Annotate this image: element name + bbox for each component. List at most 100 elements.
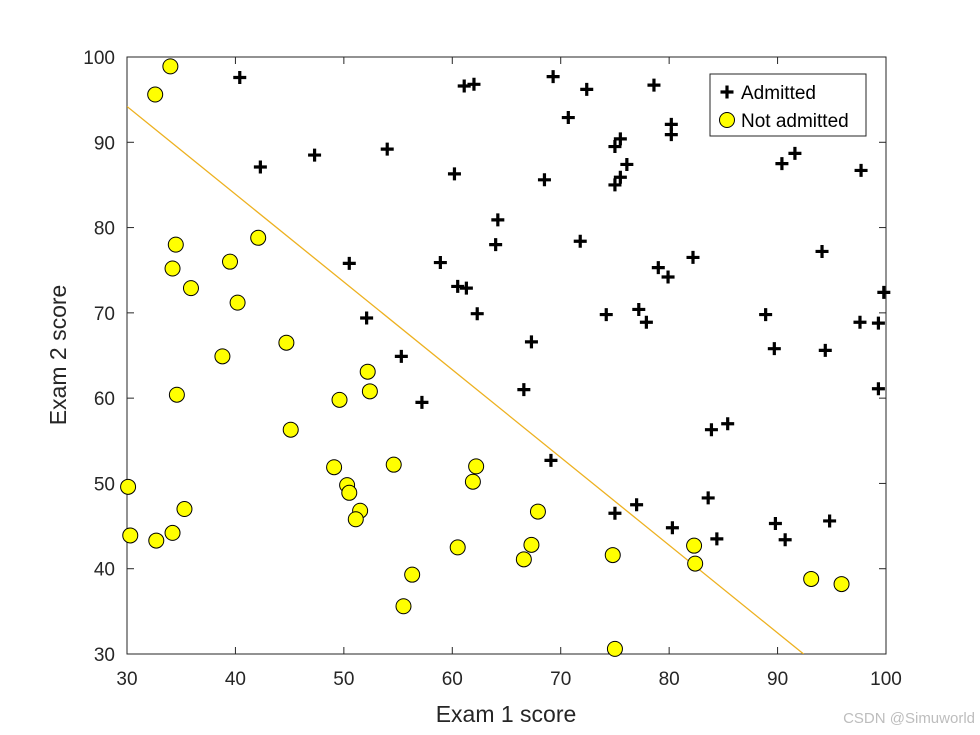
y-tick-label: 40 bbox=[94, 560, 115, 581]
admitted-point bbox=[639, 315, 653, 329]
admitted-point bbox=[451, 279, 465, 293]
not-admitted-point bbox=[449, 539, 466, 556]
legend: Admitted Not admitted bbox=[709, 73, 867, 137]
y-tick-label: 100 bbox=[83, 48, 115, 69]
admitted-point bbox=[630, 498, 644, 512]
admitted-point bbox=[664, 128, 678, 142]
series-not-admitted bbox=[120, 58, 850, 657]
admitted-point bbox=[721, 417, 735, 431]
admitted-point bbox=[580, 82, 594, 96]
x-tick-label: 70 bbox=[550, 669, 571, 690]
legend-circle-marker bbox=[719, 112, 735, 128]
admitted-point bbox=[632, 302, 646, 316]
x-tick-label: 50 bbox=[333, 669, 354, 690]
not-admitted-point bbox=[167, 236, 184, 253]
admitted-point bbox=[253, 160, 267, 174]
y-axis-title: Exam 2 score bbox=[45, 285, 71, 426]
admitted-point bbox=[613, 170, 627, 184]
admitted-point bbox=[647, 78, 661, 92]
admitted-point bbox=[233, 70, 247, 84]
admitted-point bbox=[871, 316, 885, 330]
legend-plus-marker bbox=[720, 85, 734, 99]
y-tick-label: 80 bbox=[94, 219, 115, 240]
admitted-point bbox=[380, 142, 394, 156]
y-tick-label: 90 bbox=[94, 133, 115, 154]
admitted-point bbox=[308, 148, 322, 162]
not-admitted-point bbox=[385, 456, 402, 473]
admitted-point bbox=[561, 111, 575, 125]
series-admitted bbox=[233, 70, 891, 547]
admitted-point bbox=[759, 308, 773, 322]
x-tick-label: 90 bbox=[767, 669, 788, 690]
admitted-point bbox=[544, 453, 558, 467]
admitted-point bbox=[853, 315, 867, 329]
not-admitted-point bbox=[168, 386, 185, 403]
admitted-point bbox=[415, 395, 429, 409]
legend-label-not-admitted: Not admitted bbox=[741, 111, 849, 132]
admitted-point bbox=[775, 157, 789, 171]
not-admitted-point bbox=[359, 363, 376, 380]
x-tick-label: 40 bbox=[225, 669, 246, 690]
not-admitted-point bbox=[176, 501, 193, 518]
not-admitted-point bbox=[164, 524, 181, 541]
not-admitted-point bbox=[606, 640, 623, 657]
admitted-point bbox=[546, 70, 560, 84]
admitted-point bbox=[433, 256, 447, 270]
admitted-point bbox=[524, 335, 538, 349]
not-admitted-point bbox=[278, 334, 295, 351]
legend-marker-admitted bbox=[720, 85, 734, 99]
not-admitted-point bbox=[147, 86, 164, 103]
plot-area-frame bbox=[126, 56, 887, 655]
admitted-point bbox=[768, 517, 782, 531]
y-tick-label: 60 bbox=[94, 389, 115, 410]
not-admitted-point bbox=[803, 570, 820, 587]
legend-label-admitted: Admitted bbox=[741, 83, 816, 104]
admitted-point bbox=[665, 521, 679, 535]
x-tick-label: 80 bbox=[659, 669, 680, 690]
admitted-point bbox=[599, 308, 613, 322]
admitted-point bbox=[620, 157, 634, 171]
admitted-point bbox=[704, 423, 718, 437]
x-axis: 30 40 50 60 70 80 90 100 bbox=[116, 57, 902, 690]
not-admitted-point bbox=[395, 598, 412, 615]
not-admitted-point bbox=[182, 280, 199, 297]
admitted-point bbox=[788, 146, 802, 160]
admitted-point bbox=[459, 281, 473, 295]
x-tick-label: 100 bbox=[870, 669, 902, 690]
admitted-point bbox=[613, 132, 627, 146]
admitted-point bbox=[467, 77, 481, 91]
admitted-point bbox=[537, 173, 551, 187]
admitted-point bbox=[447, 167, 461, 181]
admitted-point bbox=[342, 256, 356, 270]
admitted-point bbox=[818, 343, 832, 357]
admitted-point bbox=[701, 491, 715, 505]
admitted-point bbox=[854, 163, 868, 177]
not-admitted-point bbox=[468, 458, 485, 475]
not-admitted-point bbox=[229, 294, 246, 311]
legend-marker-not-admitted bbox=[719, 112, 735, 128]
not-admitted-point bbox=[604, 547, 621, 564]
admitted-point bbox=[877, 285, 891, 299]
admitted-point bbox=[686, 250, 700, 264]
admitted-point bbox=[573, 234, 587, 248]
not-admitted-point bbox=[529, 503, 546, 520]
watermark: CSDN @Simuworld bbox=[843, 710, 975, 727]
admitted-point bbox=[871, 382, 885, 396]
not-admitted-point bbox=[341, 484, 358, 501]
not-admitted-point bbox=[687, 555, 704, 572]
admitted-point bbox=[470, 307, 484, 321]
not-admitted-point bbox=[222, 253, 239, 270]
admitted-point bbox=[823, 514, 837, 528]
admitted-point bbox=[661, 270, 675, 284]
legend-box bbox=[709, 73, 867, 137]
y-tick-label: 70 bbox=[94, 304, 115, 325]
y-tick-label: 50 bbox=[94, 474, 115, 495]
not-admitted-point bbox=[464, 473, 481, 490]
not-admitted-point bbox=[148, 532, 165, 549]
not-admitted-point bbox=[833, 576, 850, 593]
admitted-point bbox=[608, 140, 622, 154]
not-admitted-point bbox=[326, 459, 343, 476]
admitted-point bbox=[608, 178, 622, 192]
